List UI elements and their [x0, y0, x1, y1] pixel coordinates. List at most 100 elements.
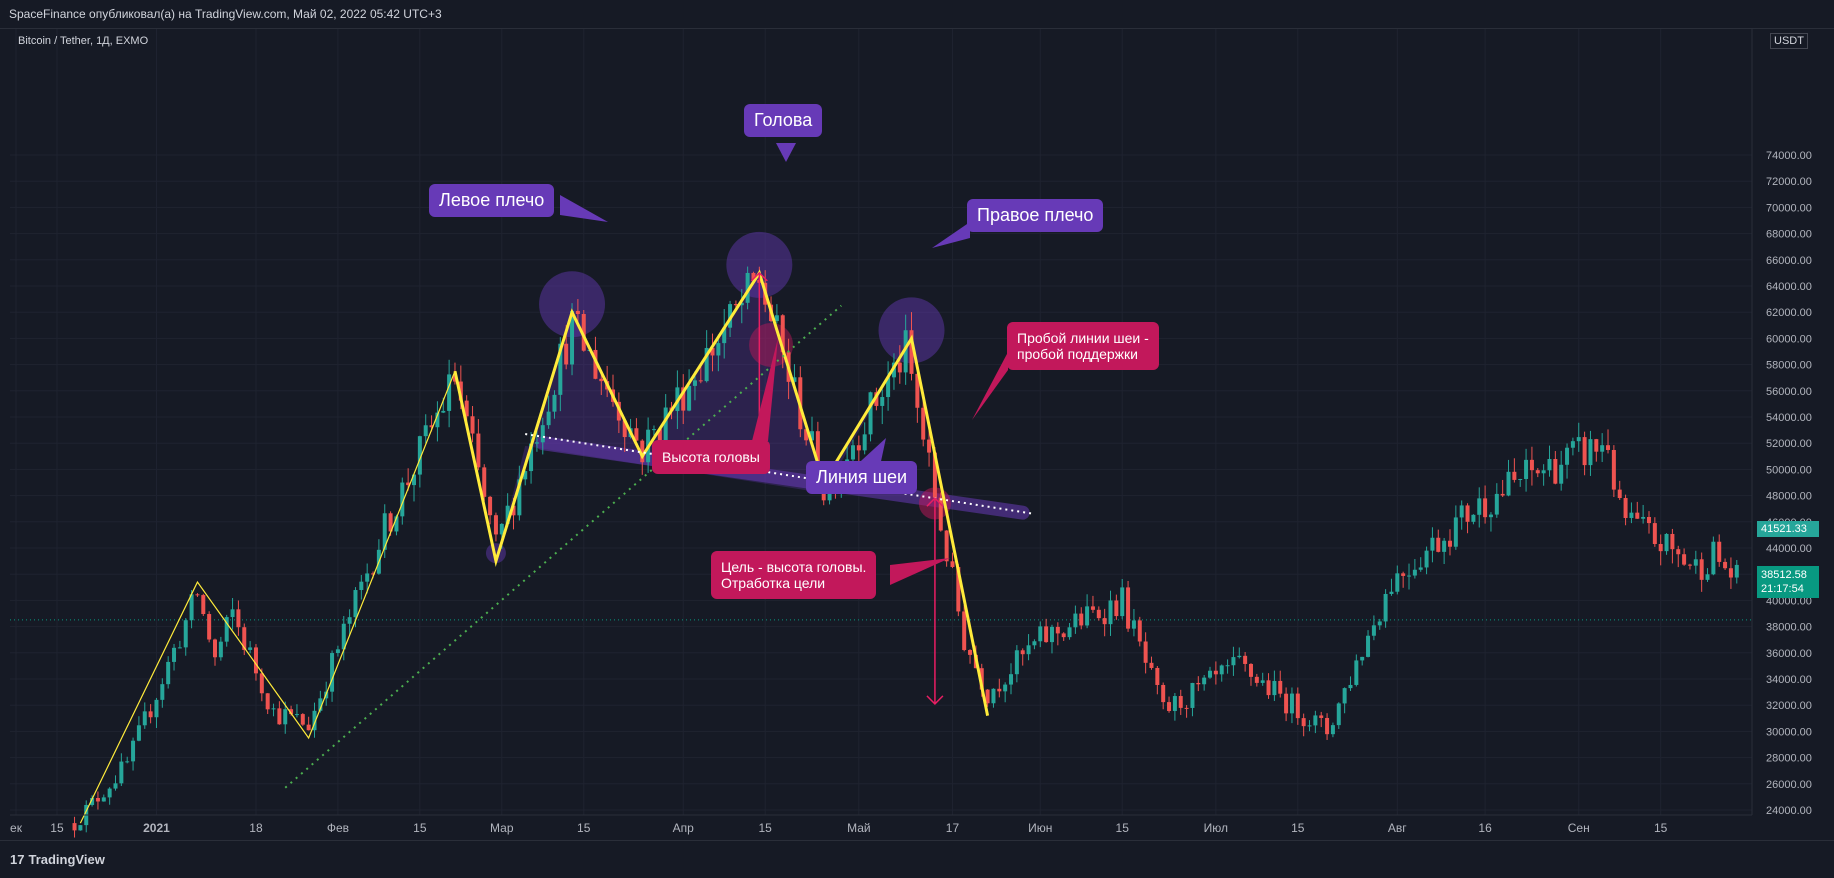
candle-body [1465, 505, 1470, 522]
price-axis[interactable]: 24000.00 26000.00 28000.00 30000.00 32000.00… [1751, 28, 1834, 817]
candle-body [1430, 537, 1435, 551]
candle-body [218, 641, 223, 658]
candle-body [289, 709, 294, 715]
candle-body [1547, 459, 1552, 471]
candle-body [687, 385, 692, 411]
candle-body [1243, 655, 1248, 664]
candle-body [1629, 512, 1634, 518]
candle-body [1295, 693, 1300, 719]
candle-body [1658, 543, 1663, 552]
candle-body [201, 595, 206, 615]
price-tick-label: 62000.00 [1766, 307, 1812, 319]
candle-body [78, 825, 83, 831]
candle-body [1284, 693, 1289, 714]
candle-body [283, 709, 288, 725]
time-tick-label: Июн [1028, 821, 1052, 835]
candle-body [1108, 600, 1113, 625]
candle-body [224, 617, 229, 642]
candle-body [312, 710, 317, 731]
candle-body [979, 668, 984, 690]
candle-body [248, 647, 253, 650]
candle-body [1026, 645, 1031, 655]
candle-body [1336, 703, 1341, 726]
candle-body [868, 392, 873, 435]
candle-body [1506, 471, 1511, 496]
candle-body [985, 689, 990, 704]
candle-body [417, 436, 422, 475]
candle-body [166, 661, 171, 685]
candle-body [1190, 682, 1195, 708]
candle-body [189, 594, 194, 621]
price-tick-label: 40000.00 [1766, 595, 1812, 607]
candle-body [371, 573, 376, 575]
zigzag-pattern [453, 269, 990, 716]
candle-body [546, 411, 551, 426]
candle-body [599, 378, 604, 382]
tradingview-logo[interactable]: 17 TradingView [10, 852, 105, 867]
time-tick-label: ек [10, 821, 23, 835]
candle-body [359, 581, 364, 591]
target-arrowhead-top [926, 497, 944, 507]
candle-body [938, 497, 943, 531]
candle-body [1149, 662, 1154, 668]
candle-body [1178, 696, 1183, 708]
candle-body [1582, 437, 1587, 466]
candle-body [101, 797, 106, 802]
candle-body [1213, 670, 1218, 675]
candle-body [318, 698, 323, 711]
candle-body [1424, 550, 1429, 568]
candle-body [236, 609, 241, 628]
candle-body [751, 272, 756, 280]
candle-body [148, 711, 153, 718]
time-tick-label: 15 [759, 821, 773, 835]
price-tick-label: 48000.00 [1766, 491, 1812, 503]
time-tick-label: Мар [490, 821, 514, 835]
target-line-1: Цель - высота головы. [721, 559, 867, 575]
candle-body [136, 725, 141, 741]
time-tick-label: Июл [1204, 821, 1228, 835]
candle-body [1635, 512, 1640, 519]
brand-name: TradingView [28, 852, 105, 867]
candle-body [1202, 677, 1207, 685]
candle-body [780, 315, 785, 353]
candle-body [131, 740, 136, 762]
candle-body [458, 381, 463, 401]
time-tick-label: 15 [1291, 821, 1305, 835]
candle-body [441, 410, 446, 413]
candle-body [534, 442, 539, 444]
candle-body [1003, 684, 1008, 692]
candle-body [1594, 439, 1599, 452]
candle-body [1114, 600, 1119, 617]
breakout-line-2: пробой поддержки [1017, 346, 1138, 362]
time-tick-label: 15 [413, 821, 427, 835]
candle-body [1289, 693, 1294, 714]
candle-body [962, 611, 967, 651]
currency-label[interactable]: USDT [1770, 33, 1808, 49]
time-tick-label: 2021 [143, 821, 170, 835]
candle-body [733, 304, 738, 306]
candle-body [1266, 680, 1271, 696]
candle-body [1705, 574, 1710, 580]
head-height-pointer [752, 338, 778, 441]
candle-body [956, 566, 961, 612]
time-tick-label: 18 [249, 821, 263, 835]
symbol-title[interactable]: Bitcoin / Tether, 1Д, EXMO [18, 35, 149, 47]
candle-body [739, 302, 744, 306]
time-axis[interactable]: ек 15 2021 18 Фев 15 Мар 15 Апр 15 Май 17 Июн 15 Июл 15… [10, 814, 1752, 835]
head-pointer [776, 143, 796, 162]
price-tick-label: 60000.00 [1766, 333, 1812, 345]
candle-body [540, 425, 545, 443]
candle-body [412, 474, 417, 486]
candle-body [575, 310, 580, 315]
chart-grid [10, 28, 1752, 815]
candle-body [1143, 641, 1148, 663]
candle-body [1231, 657, 1236, 666]
candle-body [1085, 606, 1090, 626]
candle-body [1044, 626, 1049, 643]
neckline [525, 433, 1035, 515]
price-tick-label: 54000.00 [1766, 412, 1812, 424]
candle-body [423, 425, 428, 437]
candle-body [95, 797, 100, 802]
candle-body [154, 699, 159, 718]
